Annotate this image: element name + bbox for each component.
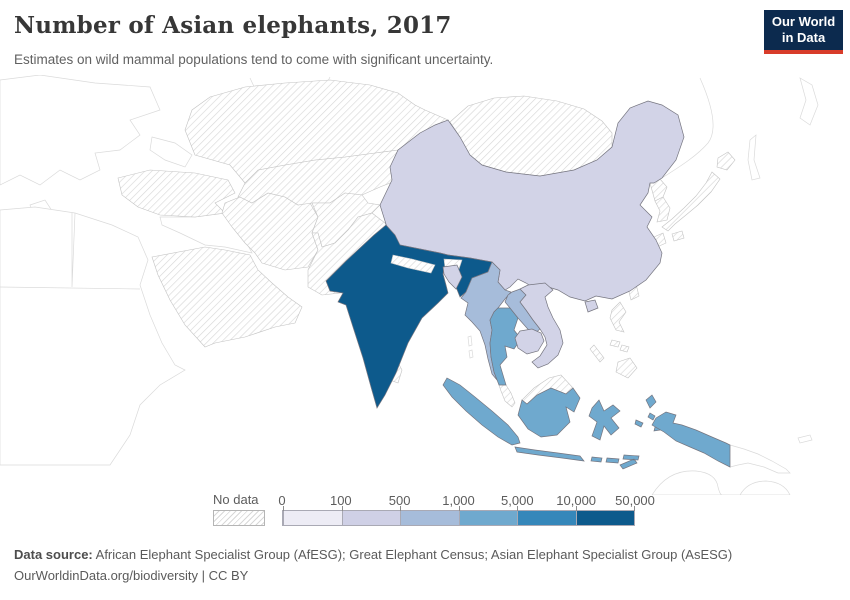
legend-no-data-label: No data xyxy=(213,492,259,507)
country-china-hainan[interactable] xyxy=(584,299,599,313)
country-indonesia-sulawesi[interactable] xyxy=(588,399,621,441)
legend-tick-mark xyxy=(283,506,284,511)
africa-landmass xyxy=(0,206,186,466)
legend-tick-mark xyxy=(400,506,401,511)
country-indonesia-lesser-sundas[interactable] xyxy=(590,454,640,470)
legend-tick-label: 10,000 xyxy=(556,493,597,508)
map-legend: No data 0 100 500 1,000 5,000 10,000 50,000 xyxy=(213,492,655,526)
page-title: Number of Asian elephants, 2017 xyxy=(14,12,452,39)
legend-tick-mark xyxy=(458,506,460,511)
country-indonesia-java[interactable] xyxy=(514,446,585,462)
australia-landmass xyxy=(651,470,791,495)
country-nepal[interactable] xyxy=(390,254,436,274)
world-map xyxy=(0,75,819,495)
owid-logo-text: Our World in Data xyxy=(764,10,843,50)
legend-tick-label: 5,000 xyxy=(501,493,534,508)
legend-no-data-swatch[interactable] xyxy=(213,510,265,526)
legend-tick-label: 50,000 xyxy=(615,493,655,508)
country-vietnam[interactable] xyxy=(519,282,564,369)
legend-tick-mark xyxy=(341,506,343,511)
legend-tick-mark xyxy=(634,506,635,511)
footer-link[interactable]: OurWorldinData.org/biodiversity xyxy=(14,567,198,583)
legend-bin[interactable] xyxy=(575,511,634,525)
owid-logo[interactable]: Our World in Data xyxy=(764,10,843,54)
legend-tick-mark xyxy=(575,506,577,511)
papua-new-guinea-landmass xyxy=(729,444,791,474)
country-indonesia-kalimantan[interactable] xyxy=(517,387,581,438)
country-japan[interactable] xyxy=(653,151,736,248)
data-countries xyxy=(325,100,731,470)
africa-borders xyxy=(0,212,141,290)
country-cambodia[interactable] xyxy=(514,328,545,355)
legend-tick-label: 0 xyxy=(278,493,286,508)
page-subtitle: Estimates on wild mammal populations ten… xyxy=(14,52,494,67)
footer-source-label: Data source: xyxy=(14,547,93,562)
country-turkey[interactable] xyxy=(117,169,236,218)
footer-source-text: African Elephant Specialist Group (AfESG… xyxy=(92,547,733,562)
country-bangladesh[interactable] xyxy=(442,264,463,290)
legend-bin[interactable] xyxy=(458,511,517,525)
legend-scale: 0 100 500 1,000 5,000 10,000 50,000 xyxy=(278,493,655,526)
legend-tick-label: 100 xyxy=(329,493,352,508)
legend-tick-mark xyxy=(517,506,518,511)
country-philippines[interactable] xyxy=(589,301,638,379)
legend-tick-label: 500 xyxy=(388,493,411,508)
legend-no-data: No data xyxy=(213,492,265,526)
country-thailand[interactable] xyxy=(489,307,522,386)
country-indonesia-sumatra[interactable] xyxy=(442,377,521,446)
kamchatka-landmass xyxy=(799,77,819,126)
caucasus-landmass xyxy=(149,136,193,168)
country-south-korea[interactable] xyxy=(654,196,671,223)
legend-bin[interactable] xyxy=(341,511,400,525)
footer-license-line: OurWorldinData.org/biodiversity | CC BY xyxy=(14,566,732,587)
europe-landmass xyxy=(0,75,161,186)
legend-bar xyxy=(282,506,635,526)
footer-source-line: Data source: African Elephant Specialist… xyxy=(14,545,732,566)
legend-bin[interactable] xyxy=(400,511,459,525)
legend-bin[interactable] xyxy=(517,511,576,525)
country-indonesia-papua[interactable] xyxy=(651,411,731,468)
legend-bin[interactable] xyxy=(283,511,342,525)
legend-tick-label: 1,000 xyxy=(442,493,475,508)
legend-tick-labels: 0 100 500 1,000 5,000 10,000 50,000 xyxy=(278,493,655,510)
new-britain-island xyxy=(797,434,813,444)
andaman-islands xyxy=(467,335,474,359)
no-data-countries xyxy=(117,79,736,408)
footer-license-link[interactable]: CC BY xyxy=(208,567,249,583)
footer-separator: | xyxy=(198,567,209,583)
footer: Data source: African Elephant Specialist… xyxy=(14,545,732,587)
owid-logo-accent-bar xyxy=(764,50,843,54)
sakhalin-island xyxy=(747,134,761,181)
country-arabian-peninsula[interactable] xyxy=(151,246,303,348)
